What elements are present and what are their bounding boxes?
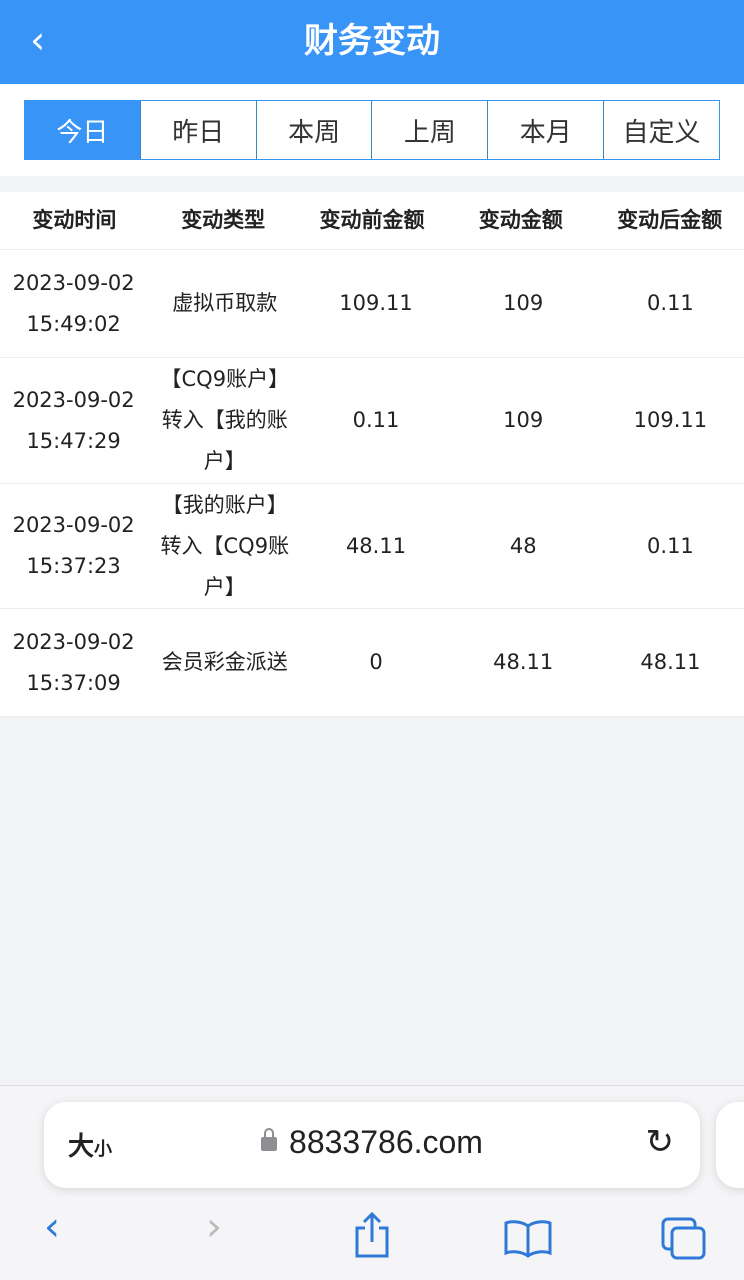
- amount-cell: 48.11: [450, 642, 597, 683]
- change-amount: 109: [503, 291, 544, 315]
- time-cell: 2023-09-02 15:37:23: [0, 505, 147, 587]
- date-text: 2023-09-02: [12, 387, 135, 412]
- type-cell: 会员彩金派送: [147, 642, 302, 683]
- time-text: 15:37:23: [26, 554, 121, 578]
- time-text: 15:49:02: [26, 311, 121, 336]
- time-cell: 2023-09-02 15:49:02: [0, 263, 147, 345]
- tab-custom[interactable]: 自定义: [603, 101, 719, 159]
- before-amount: 48.11: [345, 533, 407, 558]
- back-chevron-icon[interactable]: ‹: [30, 18, 46, 62]
- before-cell: 109.11: [302, 283, 449, 324]
- share-icon[interactable]: [352, 1210, 392, 1270]
- reload-icon[interactable]: ↻: [645, 1122, 675, 1162]
- back-icon[interactable]: ‹: [44, 1204, 60, 1250]
- after-amount: 109.11: [633, 408, 708, 432]
- forward-icon[interactable]: ›: [206, 1204, 222, 1250]
- table-row: 2023-09-02 15:37:09 会员彩金派送 0 48.11 48.11: [0, 609, 744, 717]
- type-text: 【我的账户】转入【CQ9账户】: [160, 492, 290, 599]
- column-header: 变动时间: [32, 208, 117, 232]
- tab-this-month[interactable]: 本月: [487, 101, 604, 159]
- column-header: 变动类型: [181, 208, 266, 232]
- column-header: 变动前金额: [319, 208, 425, 232]
- before-cell: 0: [302, 642, 449, 683]
- tab-last-week[interactable]: 上周: [371, 101, 488, 159]
- app-header: ‹ 财务变动: [0, 0, 744, 84]
- transactions-table: 变动时间 变动类型 变动前金额 变动金额 变动后金额 2023-09-02 15:…: [0, 192, 744, 717]
- amount-cell: 109: [450, 283, 597, 324]
- amount-cell: 48: [450, 526, 597, 567]
- date-text: 2023-09-02: [12, 513, 135, 537]
- after-cell: 48.11: [597, 642, 744, 683]
- column-header: 变动后金额: [617, 208, 723, 232]
- bookmarks-icon[interactable]: [503, 1218, 553, 1268]
- address-bar[interactable]: 大小 8833786.com ↻: [44, 1102, 700, 1188]
- after-cell: 0.11: [597, 283, 744, 324]
- tab-yesterday[interactable]: 昨日: [139, 101, 256, 159]
- before-amount: 0.11: [352, 408, 400, 432]
- before-cell: 48.11: [302, 526, 449, 567]
- date-text: 2023-09-02: [12, 629, 135, 654]
- change-amount: 48.11: [493, 650, 554, 674]
- amount-cell: 109: [450, 400, 597, 441]
- time-text: 15:47:29: [26, 428, 121, 453]
- after-amount: 48.11: [640, 650, 701, 674]
- tab-today[interactable]: 今日: [25, 101, 140, 159]
- page-title: 财务变动: [304, 21, 440, 61]
- lock-icon: [261, 1128, 278, 1151]
- tabs-icon[interactable]: [660, 1216, 710, 1272]
- text-size-label-small: 小: [94, 1139, 113, 1160]
- text-size-label: 大: [68, 1132, 95, 1162]
- table-row: 2023-09-02 15:37:23 【我的账户】转入【CQ9账户】 48.11 48…: [0, 484, 744, 609]
- after-cell: 109.11: [597, 400, 744, 441]
- tab-this-week[interactable]: 本周: [255, 101, 372, 159]
- change-amount: 109: [503, 408, 544, 432]
- time-cell: 2023-09-02 15:37:09: [0, 622, 147, 704]
- time-cell: 2023-09-02 15:47:29: [0, 380, 147, 462]
- column-header: 变动金额: [478, 208, 563, 232]
- table-row: 2023-09-02 15:49:02 虚拟币取款 109.11 109 0.11: [0, 250, 744, 358]
- next-tab-preview[interactable]: [716, 1102, 744, 1188]
- after-amount: 0.11: [647, 291, 694, 315]
- url-text: 8833786.com: [289, 1124, 483, 1160]
- text-size-button[interactable]: 大小: [68, 1126, 112, 1163]
- table-row: 2023-09-02 15:47:29 【CQ9账户】转入【我的账户】 0.11 109…: [0, 358, 744, 484]
- before-amount: 109.11: [339, 291, 413, 315]
- type-text: 会员彩金派送: [161, 650, 288, 674]
- before-cell: 0.11: [302, 400, 449, 441]
- date-text: 2023-09-02: [12, 270, 135, 295]
- type-text: 【CQ9账户】转入【我的账户】: [160, 367, 290, 473]
- change-amount: 48: [509, 533, 537, 558]
- type-cell: 虚拟币取款: [147, 283, 302, 324]
- date-filter-bar: 今日 昨日 本周 上周 本月 自定义: [0, 84, 744, 176]
- after-amount: 0.11: [647, 533, 694, 558]
- before-amount: 0: [369, 650, 383, 674]
- table-header: 变动时间 变动类型 变动前金额 变动金额 变动后金额: [0, 192, 744, 250]
- browser-toolbar: 大小 8833786.com ↻ ‹ ›: [0, 1085, 744, 1280]
- after-cell: 0.11: [597, 526, 744, 567]
- time-text: 15:37:09: [26, 670, 121, 695]
- type-cell: 【CQ9账户】转入【我的账户】: [147, 359, 302, 482]
- type-text: 虚拟币取款: [172, 291, 278, 315]
- type-cell: 【我的账户】转入【CQ9账户】: [147, 485, 302, 608]
